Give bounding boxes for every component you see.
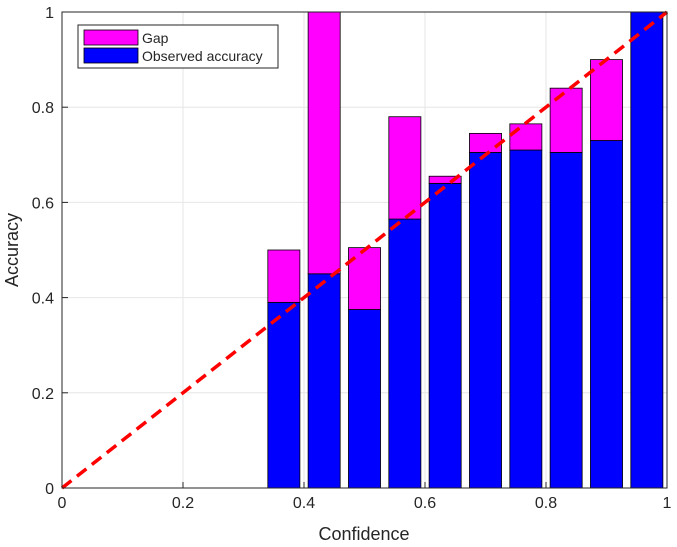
bar-segment: [388, 116, 422, 220]
y-tick-label: 0: [45, 481, 54, 498]
y-tick-label: 1: [45, 5, 54, 22]
bar-segment: [509, 149, 543, 489]
bar-segment: [469, 152, 502, 489]
bar-segment: [267, 301, 301, 489]
x-tick-label: 0.2: [172, 495, 194, 512]
bar-segment: [509, 123, 543, 151]
bar-segment: [307, 273, 341, 489]
bar-segment: [428, 182, 462, 489]
x-tick-label: 1: [663, 495, 672, 512]
legend: Gap Observed accuracy: [77, 24, 279, 69]
bar-segment: [348, 309, 381, 489]
bar-segment: [590, 59, 623, 141]
bar-segment: [428, 175, 462, 184]
y-tick-label: 0.4: [32, 291, 54, 308]
bar-segment: [267, 249, 301, 303]
x-tick-label: 0.8: [535, 495, 557, 512]
y-axis-label: Accuracy: [2, 213, 22, 287]
bar-segment: [469, 132, 502, 153]
x-axis-label: Confidence: [318, 524, 409, 544]
y-tick-label: 0.6: [32, 195, 54, 212]
bar-segment: [549, 87, 583, 153]
legend-swatch: [83, 29, 139, 46]
bar-segment: [590, 140, 623, 489]
plot-frame: [61, 11, 668, 489]
y-tick-label: 0.2: [32, 386, 54, 403]
legend-swatch: [83, 47, 139, 64]
bar-segment: [630, 11, 664, 489]
bar-segment: [549, 152, 583, 489]
y-tick-label: 0.8: [32, 100, 54, 117]
x-tick-label: 0.4: [293, 495, 315, 512]
legend-label: Observed accuracy: [142, 48, 263, 64]
reference-line: [60, 10, 669, 490]
bar-segment: [388, 218, 422, 489]
x-tick-label: 0: [58, 495, 67, 512]
x-tick-label: 0.6: [414, 495, 436, 512]
legend-label: Gap: [142, 30, 169, 46]
bar-segment: [307, 11, 341, 275]
